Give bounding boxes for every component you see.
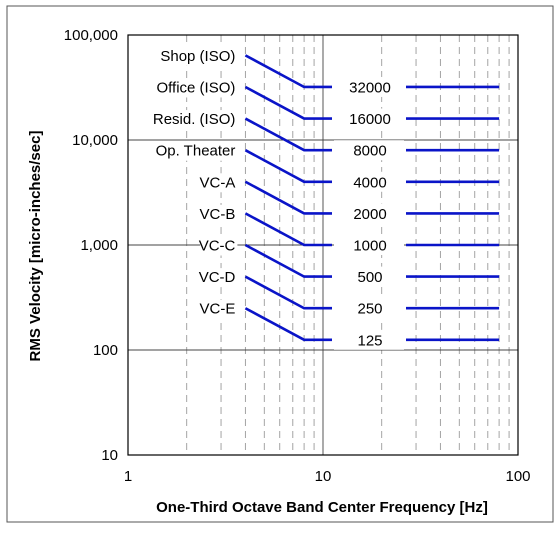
criteria-curve-vc-c: [244, 243, 332, 278]
name-label-bg-vc-b: [200, 204, 238, 224]
value-label-8000: 8000: [353, 143, 386, 160]
name-label-bg-shop-iso: [150, 46, 238, 66]
y-tick-label-100000: 100,000: [64, 27, 118, 44]
value-label-250: 250: [357, 301, 382, 318]
name-label-bg-vc-e: [200, 299, 238, 319]
y-tick-label-1000: 1,000: [80, 237, 118, 254]
name-label-bg-vc-c: [200, 236, 238, 256]
name-label-vc-b: VC-B: [200, 206, 236, 223]
name-label-vc-c: VC-C: [199, 238, 236, 255]
label-layer: 32000 Shop (ISO) 16000 Office (ISO) 8000 Resi…: [133, 46, 404, 350]
x-tick-label-100: 100: [505, 468, 530, 485]
curve-layer: [244, 54, 500, 342]
x-tick-label-10: 10: [315, 468, 332, 485]
name-label-bg-op-theater: [142, 141, 238, 161]
y-tick-label-10: 10: [101, 447, 118, 464]
name-label-shop-iso: Shop (ISO): [160, 48, 235, 65]
criteria-curve-vc-e: [244, 307, 332, 342]
name-label-resid-iso: Resid. (ISO): [153, 111, 236, 128]
name-label-bg-office-iso: [133, 78, 238, 98]
criteria-curve-resid-iso: [244, 117, 332, 152]
criteria-curve-office-iso: [244, 85, 332, 120]
value-label-500: 500: [357, 269, 382, 286]
name-label-vc-d: VC-D: [199, 269, 236, 286]
value-label-125: 125: [357, 332, 382, 349]
y-tick-label-100: 100: [93, 342, 118, 359]
name-label-bg-vc-a: [200, 173, 238, 193]
value-label-bg-resid-iso: [334, 140, 404, 161]
value-label-bg-shop-iso: [334, 76, 404, 97]
name-label-bg-vc-d: [200, 268, 238, 288]
name-label-bg-resid-iso: [133, 110, 238, 130]
criteria-curve-vc-d: [244, 275, 332, 310]
plot-area-border: [127, 34, 519, 456]
value-label-bg-vc-a: [334, 203, 404, 224]
name-label-vc-a: VC-A: [200, 174, 236, 191]
value-label-1000: 1000: [353, 238, 386, 255]
x-axis-title: One-Third Octave Band Center Frequency […: [156, 499, 488, 516]
y-tick-label-10000: 10,000: [72, 132, 118, 149]
value-label-bg-office-iso: [334, 108, 404, 129]
value-label-bg-vc-c: [334, 266, 404, 287]
criteria-curve-vc-b: [244, 212, 332, 247]
value-label-bg-op-theater: [334, 171, 404, 192]
value-label-16000: 16000: [349, 111, 391, 128]
criteria-curve-shop-iso: [244, 54, 332, 89]
y-axis-title: RMS Velocity [micro-inches/sec]: [27, 131, 44, 362]
value-label-bg-vc-e: [334, 329, 404, 350]
value-label-bg-vc-b: [334, 235, 404, 255]
value-label-2000: 2000: [353, 206, 386, 223]
value-label-4000: 4000: [353, 174, 386, 191]
criteria-curve-vc-a: [244, 180, 332, 215]
axis-layer: 10 100 1,000 10,000 100,000 1 10 100: [64, 27, 531, 485]
name-label-office-iso: Office (ISO): [156, 79, 235, 96]
name-label-vc-e: VC-E: [200, 301, 236, 318]
value-label-32000: 32000: [349, 79, 391, 96]
x-tick-label-1: 1: [124, 468, 132, 485]
name-label-op-theater: Op. Theater: [156, 143, 236, 160]
criteria-curve-op-theater: [244, 149, 332, 184]
value-label-bg-vc-d: [334, 298, 404, 319]
